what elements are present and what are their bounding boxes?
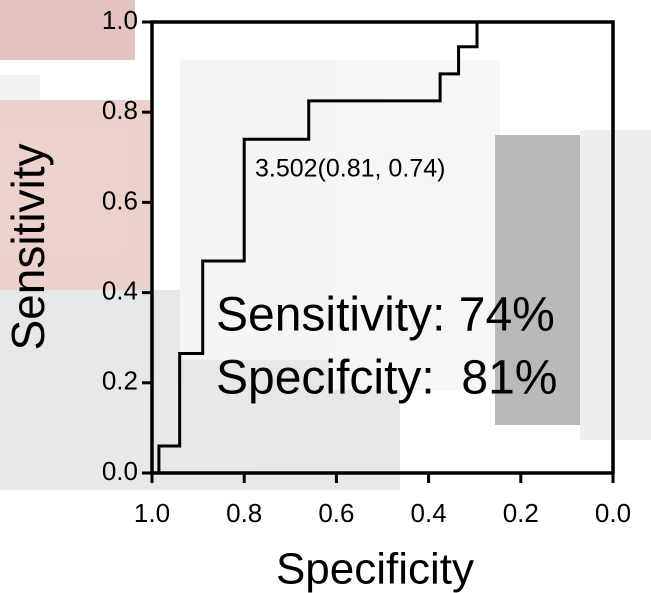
- x-tick-label: 0.6: [318, 498, 354, 528]
- x-tick-label: 1.0: [134, 498, 170, 528]
- plot-frame: [150, 20, 615, 475]
- sensitivity-annotation: Sensitivity: 74%: [216, 289, 555, 342]
- y-axis-label: Sensitivity: [2, 143, 54, 350]
- x-axis-label: Specificity: [276, 545, 474, 593]
- x-tick-label: 0.8: [226, 498, 262, 528]
- x-tick-label: 0.2: [503, 498, 539, 528]
- roc-curve: [157, 22, 479, 473]
- y-tick-label: 0.0: [102, 456, 138, 486]
- specificity-annotation: Specifcity: 81%: [216, 352, 557, 405]
- background-photo: [0, 0, 651, 490]
- y-tick-label: 0.6: [102, 185, 138, 215]
- y-tick-label: 0.2: [102, 366, 138, 396]
- y-tick-label: 1.0: [102, 5, 138, 35]
- cutoff-annotation: 3.502(0.81, 0.74): [255, 155, 445, 183]
- x-tick-label: 0.0: [595, 498, 631, 528]
- y-tick-label: 0.4: [102, 275, 138, 305]
- y-tick-label: 0.8: [102, 95, 138, 125]
- x-tick-label: 0.4: [411, 498, 447, 528]
